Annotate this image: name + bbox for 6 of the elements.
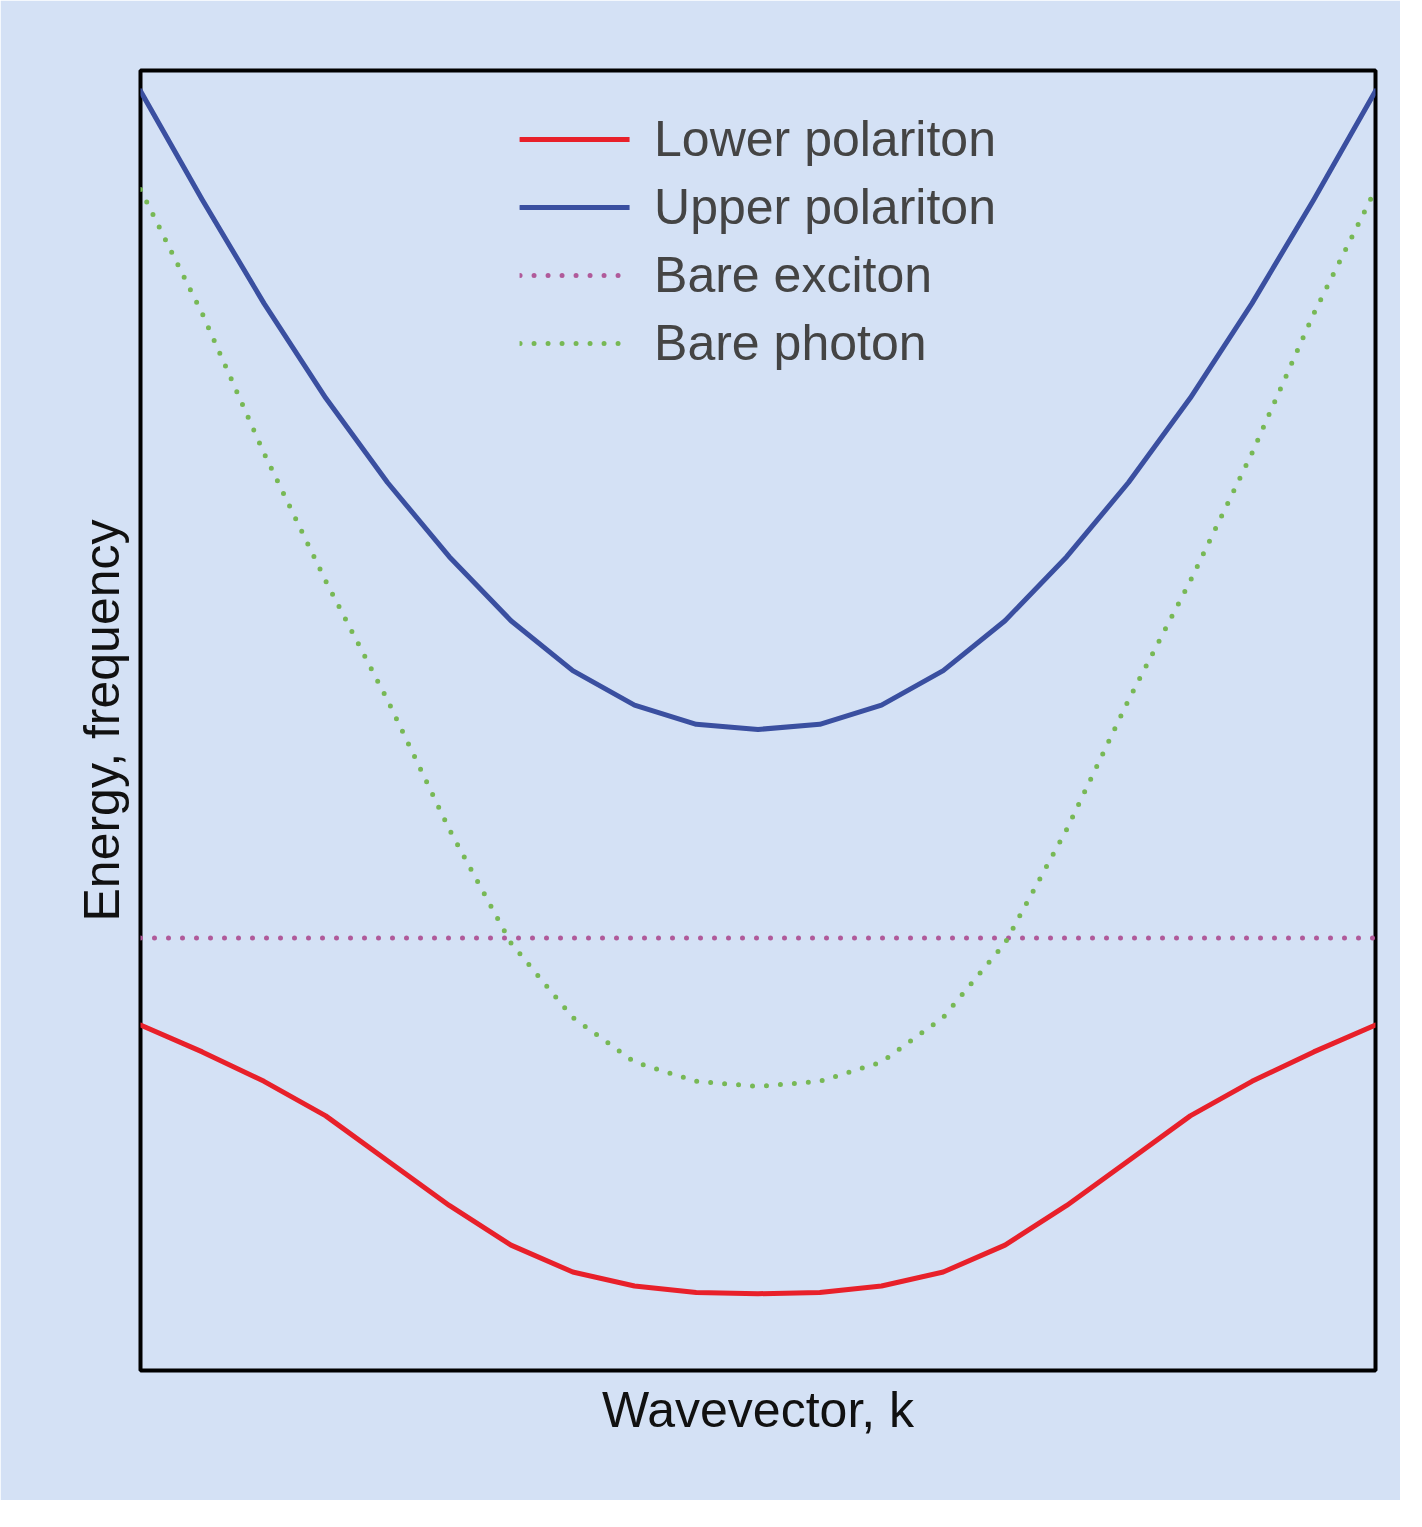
legend-label: Bare exciton: [654, 246, 932, 304]
legend-label: Upper polariton: [654, 178, 996, 236]
x-axis-title: Wavevector, k: [601, 1381, 916, 1438]
legend-label: Lower polariton: [654, 110, 996, 168]
y-axis-title: Energy, frequency: [73, 519, 130, 922]
legend-label: Bare photon: [654, 314, 927, 372]
